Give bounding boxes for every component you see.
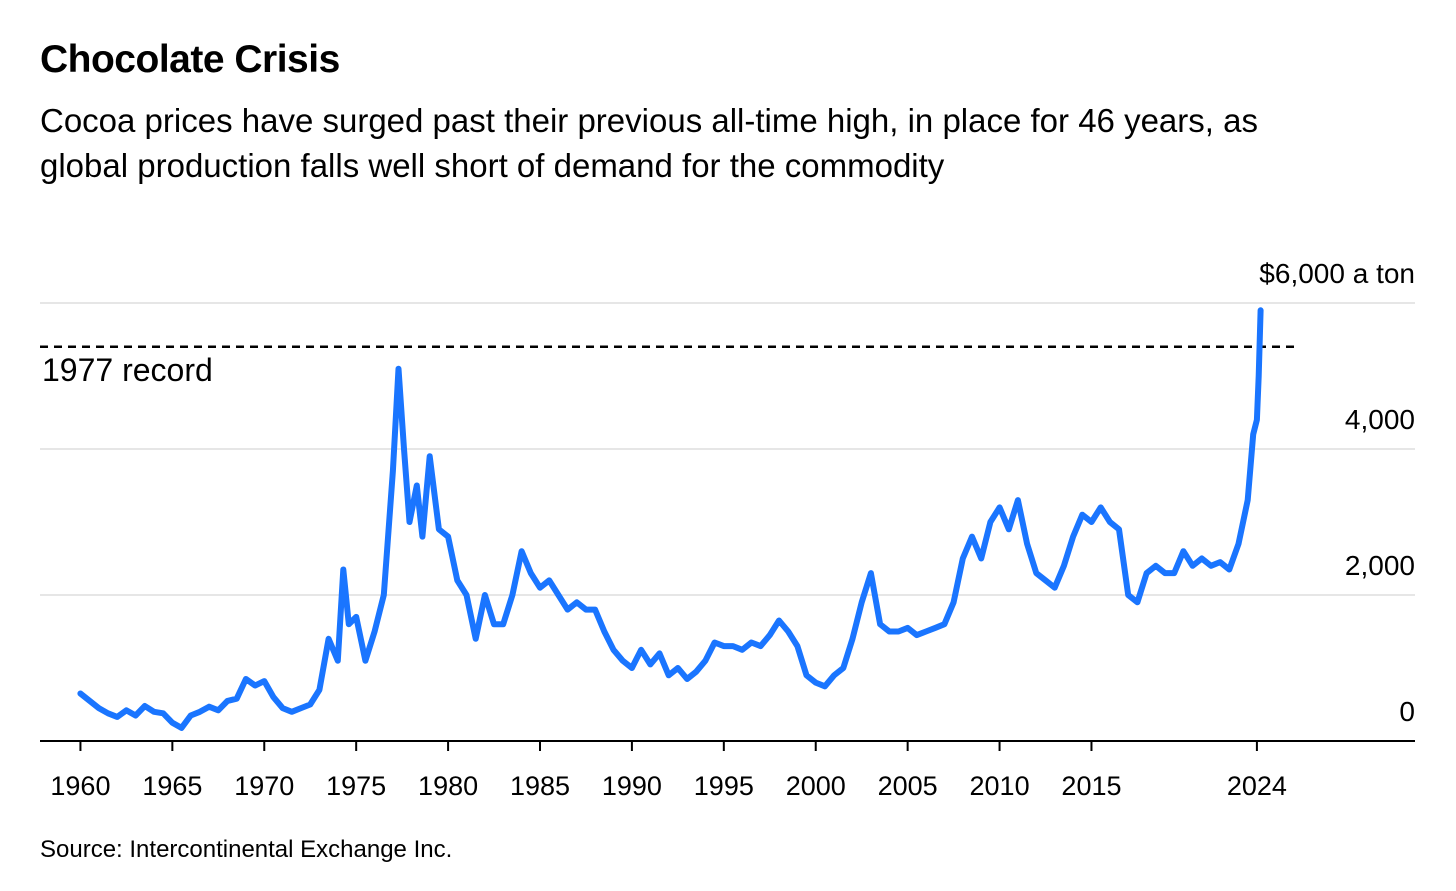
x-tick-label: 1995 [694, 771, 754, 801]
chart-title: Chocolate Crisis [40, 38, 340, 81]
y-tick-label: 4,000 [1345, 404, 1415, 435]
annotation-label: 1977 record [42, 352, 213, 388]
x-tick-label: 2010 [970, 771, 1030, 801]
source-note: Source: Intercontinental Exchange Inc. [40, 836, 453, 863]
x-tick-label: 2005 [878, 771, 938, 801]
chart-subtitle: Cocoa prices have surged past their prev… [40, 102, 1258, 184]
x-tick-label: 2024 [1227, 771, 1287, 801]
price-line [77, 307, 1264, 731]
x-tick-label: 1960 [50, 771, 110, 801]
y-tick-label: 2,000 [1345, 550, 1415, 581]
x-tick-label: 1990 [602, 771, 662, 801]
x-tick-label: 1970 [234, 771, 294, 801]
x-tick-label: 1975 [326, 771, 386, 801]
x-tick-label: 2000 [786, 771, 846, 801]
x-tick-label: 1980 [418, 771, 478, 801]
x-tick-label: 2015 [1061, 771, 1121, 801]
y-tick-label: 0 [1399, 696, 1415, 727]
y-tick-label: $6,000 a ton [1259, 258, 1415, 289]
x-tick-label: 1965 [142, 771, 202, 801]
x-tick-label: 1985 [510, 771, 570, 801]
